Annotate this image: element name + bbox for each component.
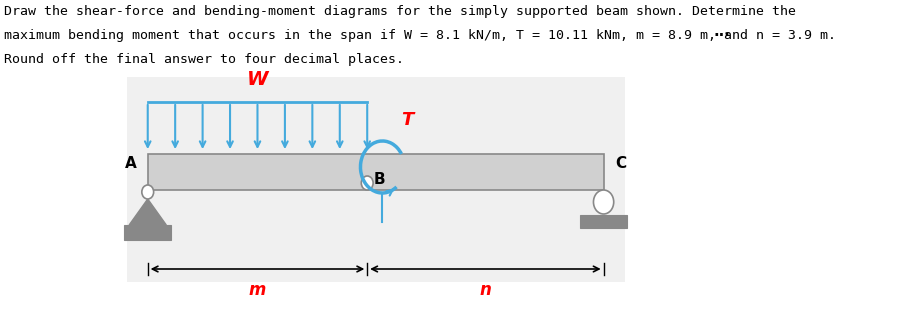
Text: W: W — [247, 70, 269, 89]
Text: B: B — [374, 172, 385, 187]
FancyBboxPatch shape — [148, 154, 603, 190]
Bar — [580, 215, 627, 228]
Circle shape — [361, 176, 374, 190]
Text: maximum bending moment that occurs in the span if W = 8.1 kN/m, T = 10.11 kNm, m: maximum bending moment that occurs in th… — [4, 29, 836, 42]
Circle shape — [142, 185, 154, 199]
Text: m: m — [249, 281, 266, 299]
Polygon shape — [129, 199, 166, 225]
Text: Draw the shear-force and bending-moment diagrams for the simply supported beam s: Draw the shear-force and bending-moment … — [4, 5, 797, 18]
Text: ...: ... — [713, 24, 730, 40]
Text: A: A — [125, 157, 136, 171]
FancyBboxPatch shape — [127, 77, 625, 282]
Bar — [124, 225, 172, 240]
Text: C: C — [615, 157, 626, 171]
Circle shape — [594, 190, 613, 214]
Text: n: n — [480, 281, 491, 299]
Text: Round off the final answer to four decimal places.: Round off the final answer to four decim… — [4, 53, 404, 66]
Text: T: T — [401, 111, 413, 129]
